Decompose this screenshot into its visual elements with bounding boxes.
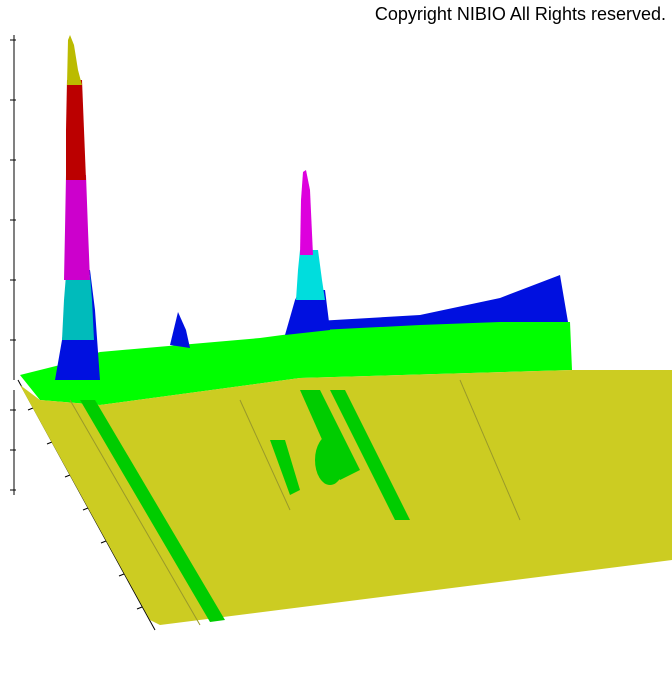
floor-lines: [69, 379, 521, 626]
copyright: Copyright NIBIO All Rights reserved.: [375, 4, 666, 24]
depth-ticks: [27, 407, 143, 610]
big-peak: [55, 35, 100, 380]
streaks: [80, 390, 410, 622]
z-ticks: [10, 39, 16, 491]
small-peak: [170, 312, 190, 348]
green-band: [20, 322, 572, 405]
second-peak: [285, 170, 330, 335]
